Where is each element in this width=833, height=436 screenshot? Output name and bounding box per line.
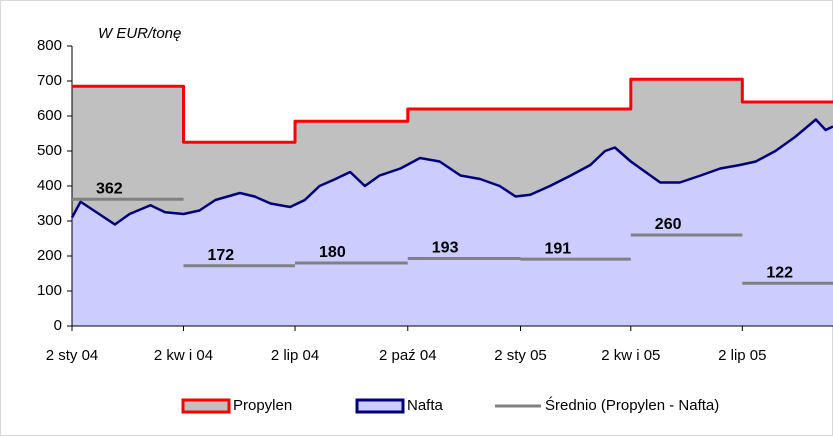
value-label: 260	[655, 216, 682, 233]
x-tick-label: 2 lip 05	[718, 347, 766, 364]
unit-annotation: W EUR/tonę	[98, 25, 181, 42]
series-line	[70, 118, 833, 226]
legend-swatch	[355, 398, 405, 414]
x-tick-label: 2 sty 05	[494, 347, 547, 364]
legend-swatch	[181, 398, 231, 414]
y-tick-label: 100	[37, 282, 62, 299]
series-line	[72, 77, 833, 144]
value-label: 122	[766, 265, 793, 282]
value-label: 180	[319, 244, 346, 261]
legend-label: Średnio (Propylen - Nafta)	[545, 396, 719, 414]
y-tick-label: 200	[37, 247, 62, 264]
y-tick-label: 400	[37, 177, 62, 194]
y-tick-label: 500	[37, 142, 62, 159]
value-label: 172	[208, 247, 235, 264]
y-tick-label: 300	[37, 212, 62, 229]
y-tick-label: 700	[37, 72, 62, 89]
x-tick-label: 2 sty 04	[46, 347, 99, 364]
value-label: 193	[432, 240, 459, 257]
y-tick-label: 0	[54, 317, 62, 334]
x-tick-label: 2 paź 04	[379, 347, 437, 364]
x-tick-label: 2 kw i 04	[154, 347, 213, 364]
y-tick-label: 600	[37, 107, 62, 124]
x-tick-label: 2 lip 04	[271, 347, 319, 364]
value-label: 362	[96, 181, 123, 198]
value-label: 191	[545, 240, 572, 257]
x-tick-label: 2 kw i 05	[601, 347, 660, 364]
legend-label: Nafta	[407, 397, 444, 414]
legend-label: Propylen	[233, 397, 292, 414]
y-tick-label: 800	[37, 37, 62, 54]
